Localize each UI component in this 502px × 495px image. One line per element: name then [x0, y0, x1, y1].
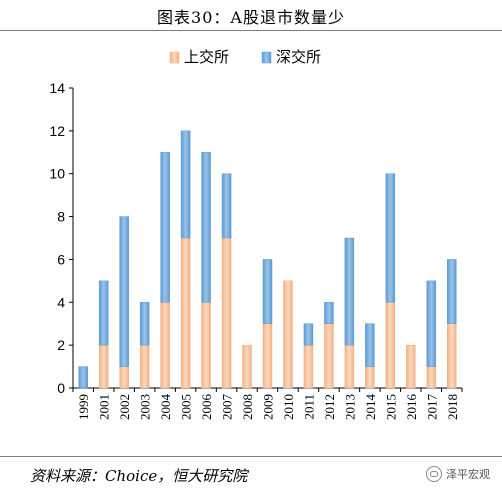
y-tick-label: 8	[57, 209, 65, 225]
x-tick-label-2001: 2001	[97, 394, 112, 420]
bar-sse-2017	[426, 366, 437, 389]
legend-label-szse: 深交所	[276, 48, 321, 66]
x-tick-label-2009: 2009	[261, 394, 276, 420]
bar-sse-2009	[262, 323, 273, 389]
x-tick-label-2010: 2010	[281, 394, 296, 420]
x-tick-label-2005: 2005	[179, 394, 194, 420]
watermark-text: 泽平宏观	[446, 468, 490, 481]
y-tick-label: 4	[57, 294, 65, 310]
wechat-icon	[426, 466, 442, 482]
y-tick-label: 2	[57, 337, 65, 353]
x-tick-label-2011: 2011	[301, 394, 316, 420]
bar-sse-2008	[242, 344, 252, 389]
watermark: 泽平宏观	[426, 466, 490, 482]
bar-szse-2006	[201, 152, 211, 303]
x-tick-label-2017: 2017	[424, 394, 439, 421]
x-tick-label-2014: 2014	[363, 394, 378, 421]
x-tick-label-2004: 2004	[158, 394, 173, 421]
x-tick-label-1999: 1999	[76, 394, 91, 420]
bar-sse-2006	[201, 302, 211, 389]
bar-sse-2004	[160, 302, 170, 389]
x-tick-label-2012: 2012	[322, 394, 337, 420]
bar-sse-2014	[365, 366, 375, 389]
x-tick-label-2002: 2002	[117, 394, 132, 420]
bar-szse-2004	[160, 152, 170, 303]
x-tick-label-2018: 2018	[445, 394, 460, 420]
x-tick-label-2008: 2008	[240, 394, 255, 420]
bar-szse-2007	[221, 173, 232, 239]
y-tick-label: 6	[57, 251, 65, 267]
bar-szse-2009	[262, 259, 273, 324]
chart-title: 图表30：A股退市数量少	[157, 8, 345, 27]
bar-szse-2001	[98, 280, 109, 346]
stacked-bar-chart: 0 2 4 6 8 10 12 14 1999 2001 2002 2003 2004 2005 2006 2…	[49, 48, 463, 421]
x-tick-label-2016: 2016	[404, 394, 419, 421]
bar-szse-1999	[78, 366, 88, 389]
legend-swatch-szse	[261, 51, 272, 64]
legend-swatch-sse	[169, 51, 180, 64]
legend-label-sse: 上交所	[184, 48, 229, 66]
bar-sse-2005	[180, 237, 191, 389]
title-bar: 图表30：A股退市数量少	[0, 0, 502, 31]
y-tick-label: 10	[49, 166, 65, 182]
y-tick-label: 14	[49, 80, 65, 96]
bar-sse-2013	[344, 344, 355, 389]
y-tick-label: 0	[57, 380, 65, 396]
bar-sse-2002	[119, 366, 129, 389]
bar-sse-2010	[283, 280, 293, 389]
bar-szse-2005	[180, 130, 191, 239]
x-tick-label-2013: 2013	[342, 394, 357, 420]
bar-sse-2011	[303, 344, 314, 389]
bar-sse-2001	[98, 344, 109, 389]
bar-szse-2003	[139, 302, 150, 346]
bar-szse-2015	[385, 173, 396, 303]
bar-szse-2013	[344, 237, 355, 346]
x-tick-label-2006: 2006	[199, 394, 214, 421]
bar-szse-2014	[365, 323, 375, 367]
bar-szse-2011	[303, 323, 314, 346]
source-note: 资料来源：Choice，恒大研究院	[30, 467, 248, 485]
bar-szse-2012	[324, 302, 334, 324]
bar-sse-2015	[385, 302, 396, 389]
bar-szse-2002	[119, 216, 129, 367]
x-tick-label-2007: 2007	[220, 394, 235, 421]
bar-sse-2003	[139, 344, 150, 389]
bar-szse-2018	[447, 259, 457, 324]
y-tick-label: 12	[49, 123, 65, 139]
source-bar: 资料来源：Choice，恒大研究院 泽平宏观	[0, 456, 502, 495]
bar-sse-2016	[406, 344, 416, 389]
bar-sse-2012	[324, 323, 334, 389]
x-tick-label-2015: 2015	[383, 394, 398, 420]
bar-sse-2007	[221, 237, 232, 389]
bar-szse-2017	[426, 280, 437, 367]
bar-sse-2018	[447, 323, 457, 389]
x-tick-label-2003: 2003	[138, 394, 153, 420]
